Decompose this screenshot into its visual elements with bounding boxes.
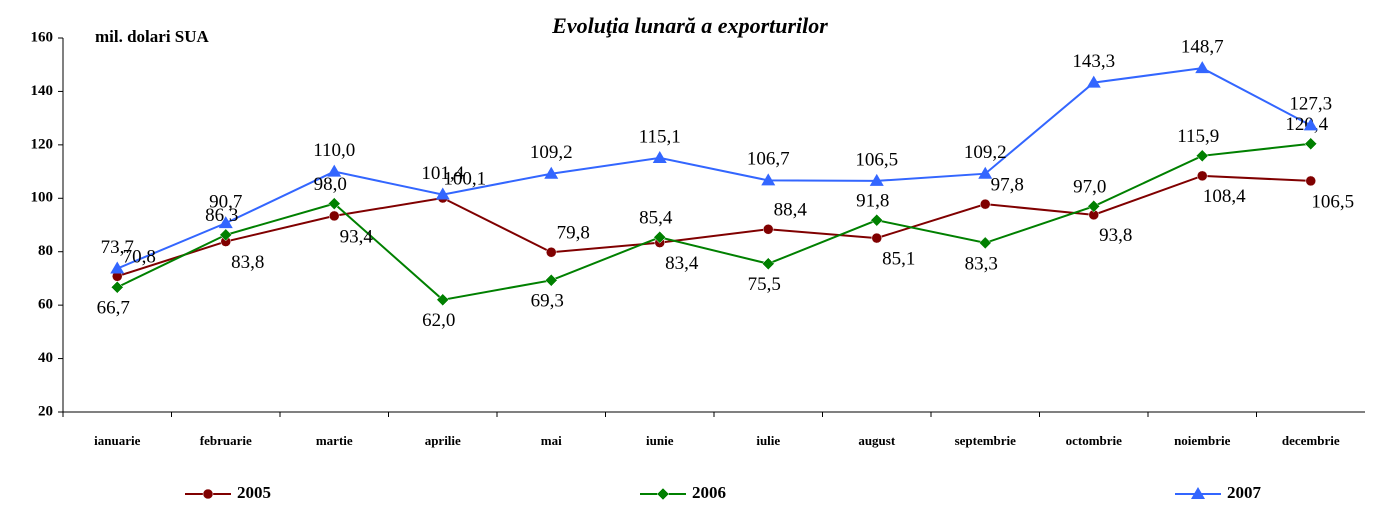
x-tick-label: decembrie [1282,433,1340,448]
point-marker [110,280,124,294]
series-line [116,67,1312,270]
point-marker [1305,175,1316,187]
point-marker [218,216,233,229]
data-label: 97,8 [991,175,1024,196]
data-label: 83,3 [965,253,998,274]
data-label: 66,7 [97,298,130,319]
y-axis-label: mil. dolari SUA [95,27,210,46]
point-marker [869,173,884,186]
series-line [116,142,1311,301]
point-marker [1197,170,1208,182]
legend-label: 2005 [237,483,271,502]
point-marker [327,197,341,210]
legend-marker [656,487,670,501]
data-label: 115,1 [639,126,681,147]
data-label: 148,7 [1181,37,1224,58]
data-label: 127,3 [1289,94,1332,115]
legend-marker [1191,487,1205,499]
chart-title: Evoluţia lunară a exporturilor [551,13,828,38]
legend-marker [202,488,214,500]
point-marker [546,246,557,258]
point-marker [653,230,667,244]
point-marker [327,164,342,177]
data-label: 86,3 [205,205,238,226]
data-label: 83,4 [665,253,699,274]
y-tick-label: 40 [38,350,53,366]
point-marker [1087,199,1101,213]
data-label: 88,4 [774,200,808,221]
x-tick-label: octombrie [1066,433,1123,448]
y-tick-label: 60 [38,297,53,313]
data-label: 120,4 [1285,114,1328,135]
data-label: 109,2 [530,142,573,163]
point-marker [978,236,992,250]
data-label: 90,7 [209,191,242,212]
legend-label: 2006 [692,483,726,502]
x-tick-label: august [858,433,896,448]
x-tick-label: ianuarie [94,433,140,448]
point-marker [870,213,884,227]
x-tick-label: septembrie [955,433,1017,448]
point-marker [110,261,125,274]
point-marker [652,150,667,163]
point-marker [978,166,993,179]
legend-label: 2007 [1227,483,1262,502]
point-marker [544,166,559,179]
data-label: 98,0 [314,174,347,195]
data-label: 109,2 [964,142,1007,163]
data-label: 93,8 [1099,225,1132,246]
data-label: 108,4 [1203,186,1246,207]
x-tick-label: iulie [756,433,780,448]
x-tick-label: februarie [200,433,252,448]
point-marker [871,232,882,244]
data-label: 62,0 [422,310,455,331]
data-label: 83,8 [231,252,264,273]
data-label: 106,7 [747,149,790,170]
point-marker [435,187,450,200]
data-label: 85,4 [639,208,673,229]
data-label: 143,3 [1072,51,1115,72]
data-label: 115,9 [1177,126,1219,147]
y-tick-label: 120 [31,136,54,152]
point-marker [1086,75,1101,88]
point-marker [1303,118,1318,131]
data-label: 97,0 [1073,177,1106,198]
data-label: 75,5 [748,274,781,295]
y-tick-label: 80 [38,243,53,259]
data-label: 101,4 [421,163,464,184]
y-tick-label: 160 [31,29,54,45]
x-tick-label: aprilie [425,433,461,448]
x-tick-label: iunie [646,433,674,448]
data-label: 73,7 [101,237,134,258]
data-label: 69,3 [531,291,564,312]
point-marker [544,273,558,287]
y-tick-label: 140 [31,83,54,99]
x-tick-label: mai [541,433,562,448]
point-marker [761,173,776,186]
point-marker [1304,137,1318,151]
point-marker [219,228,233,242]
point-marker [761,257,775,271]
series-line [116,174,1311,278]
data-label: 106,5 [1311,191,1354,212]
point-marker [980,198,991,210]
y-tick-label: 100 [31,190,54,206]
data-label: 110,0 [313,140,355,161]
data-label: 70,8 [123,247,156,268]
point-marker [763,224,774,235]
point-marker [329,210,340,222]
point-marker [436,293,450,307]
data-label: 100,1 [443,168,486,189]
data-label: 85,1 [882,248,915,269]
data-label: 106,5 [855,149,898,170]
data-label: 91,8 [856,191,889,212]
data-label: 93,4 [340,226,374,247]
point-marker [1195,61,1210,74]
y-tick-label: 20 [38,403,53,419]
point-marker [1195,149,1209,163]
data-label: 79,8 [557,223,590,244]
x-tick-label: noiembrie [1174,433,1231,448]
x-tick-label: martie [316,433,353,448]
